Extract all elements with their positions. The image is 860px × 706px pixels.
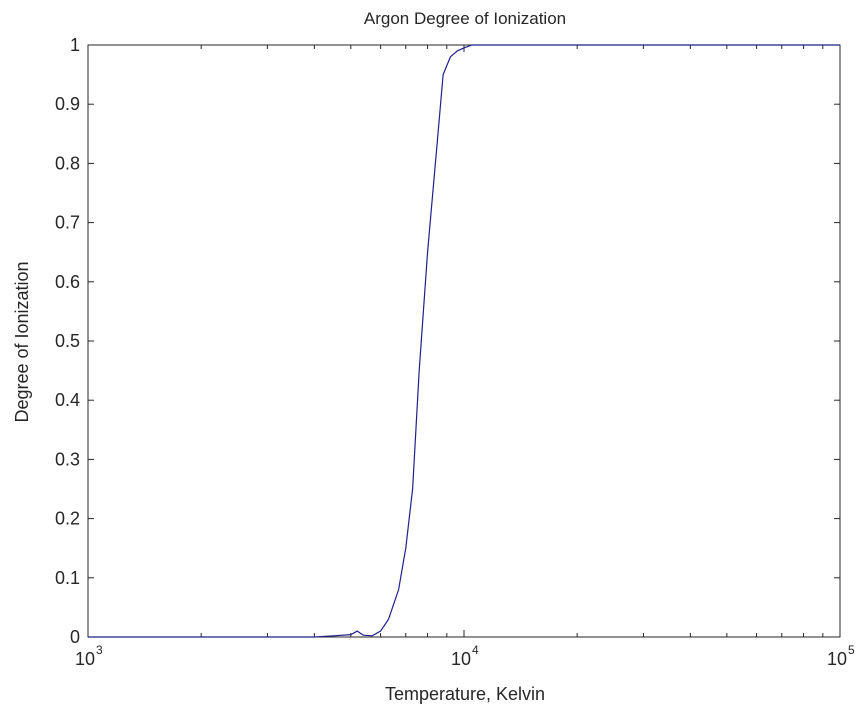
plot-area (87, 44, 841, 638)
x-tick-label: 10 (451, 649, 471, 669)
x-axis: 10 3 10 4 10 5 (75, 45, 855, 669)
x-axis-label: Temperature, Kelvin (385, 684, 545, 704)
y-tick-label: 0.8 (55, 153, 80, 173)
y-tick-label: 0 (70, 627, 80, 647)
y-tick-label: 0.6 (55, 272, 80, 292)
x-tick-exponent: 4 (472, 643, 479, 657)
x-tick-exponent: 5 (848, 643, 855, 657)
y-axis-label: Degree of Ionization (12, 261, 32, 422)
y-tick-label: 0.1 (55, 568, 80, 588)
y-tick-label: 0.9 (55, 94, 80, 114)
x-tick-exponent: 3 (96, 643, 103, 657)
x-tick-label: 10 (827, 649, 847, 669)
x-tick-label: 10 (75, 649, 95, 669)
y-tick-label: 0.7 (55, 213, 80, 233)
y-tick-label: 1 (70, 35, 80, 55)
y-tick-label: 0.3 (55, 449, 80, 469)
y-tick-label: 0.2 (55, 509, 80, 529)
chart-title: Argon Degree of Ionization (364, 9, 566, 28)
y-tick-label: 0.4 (55, 390, 80, 410)
ionization-line (88, 44, 840, 638)
y-axis: 0 0.1 0.2 0.3 0.4 0.5 0.6 0.7 0.8 0.9 1 (55, 35, 840, 647)
y-tick-label: 0.5 (55, 331, 80, 351)
